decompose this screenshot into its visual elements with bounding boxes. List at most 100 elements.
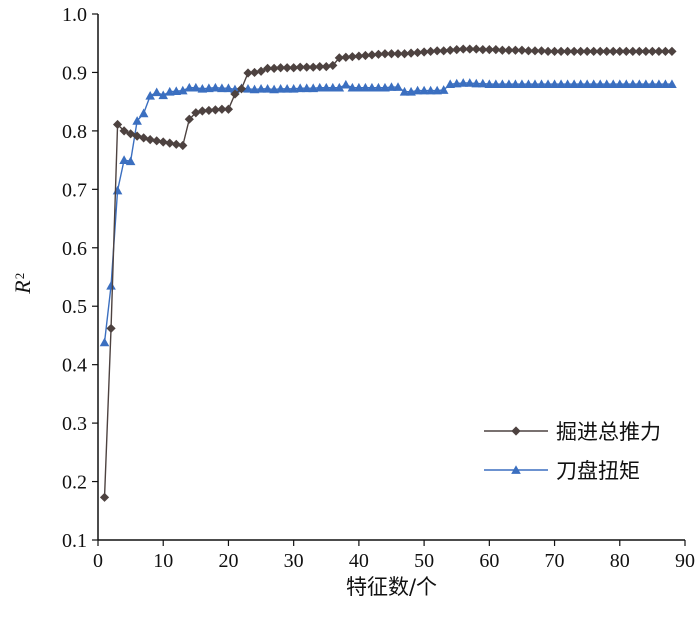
data-point xyxy=(367,50,377,60)
data-point xyxy=(451,78,462,88)
data-point xyxy=(601,79,612,88)
data-point xyxy=(191,108,201,118)
data-point xyxy=(178,140,188,151)
data-point xyxy=(106,323,116,334)
data-point xyxy=(393,49,403,59)
data-point xyxy=(536,79,547,88)
data-point xyxy=(386,82,397,91)
data-point xyxy=(341,79,351,89)
y-tick-label: 0.4 xyxy=(62,355,87,377)
data-point xyxy=(439,46,449,56)
data-point xyxy=(608,79,619,88)
data-point xyxy=(523,79,534,88)
x-tick-label: 20 xyxy=(218,550,238,572)
data-point xyxy=(634,46,644,57)
data-point xyxy=(347,82,358,92)
data-point xyxy=(654,79,664,88)
data-point xyxy=(256,66,266,76)
data-point xyxy=(243,84,253,93)
data-point xyxy=(504,79,514,88)
data-point xyxy=(530,46,540,56)
data-point xyxy=(171,139,181,149)
data-point xyxy=(589,46,599,57)
data-point xyxy=(419,47,429,57)
data-point xyxy=(543,79,553,88)
data-point xyxy=(641,46,651,57)
data-point xyxy=(634,79,645,88)
data-point xyxy=(575,79,586,88)
data-point xyxy=(334,53,344,63)
x-tick-label: 60 xyxy=(479,550,499,572)
data-point xyxy=(386,49,397,59)
data-point xyxy=(647,79,658,88)
data-point xyxy=(217,104,227,114)
data-point xyxy=(302,62,312,72)
data-point xyxy=(236,84,247,94)
data-point xyxy=(373,82,384,92)
data-point xyxy=(406,48,416,58)
data-point xyxy=(360,50,371,61)
data-point xyxy=(641,79,651,88)
data-point xyxy=(425,85,436,95)
data-point xyxy=(412,85,423,95)
data-point xyxy=(112,185,123,195)
data-point xyxy=(667,79,677,88)
data-point xyxy=(504,45,514,55)
data-point xyxy=(484,45,494,55)
y-tick-label: 0.1 xyxy=(62,530,87,552)
data-point xyxy=(347,52,357,62)
y-tick-label: 0.3 xyxy=(62,413,87,435)
data-point xyxy=(432,85,442,95)
data-point xyxy=(223,83,234,93)
data-point xyxy=(210,105,220,115)
data-point xyxy=(647,46,657,57)
data-point xyxy=(582,79,592,88)
x-axis-title: 特征数/个 xyxy=(346,575,437,599)
data-point xyxy=(621,46,631,57)
data-point xyxy=(341,52,351,62)
x-tick-label: 90 xyxy=(675,550,695,572)
data-point xyxy=(328,60,338,71)
x-tick-label: 30 xyxy=(284,550,304,572)
data-point xyxy=(204,83,214,93)
data-point xyxy=(191,82,201,92)
data-point xyxy=(223,104,234,114)
x-tick-label: 10 xyxy=(153,550,173,572)
axes xyxy=(97,14,685,541)
data-point xyxy=(295,62,305,72)
data-point xyxy=(217,83,227,93)
data-point xyxy=(99,492,110,502)
data-point xyxy=(621,79,632,88)
data-point xyxy=(282,63,292,73)
data-point xyxy=(556,79,566,88)
data-point xyxy=(491,79,501,88)
data-point xyxy=(373,49,384,59)
data-point xyxy=(210,82,221,92)
data-point xyxy=(354,51,364,61)
data-point xyxy=(497,79,508,88)
data-point xyxy=(230,89,240,99)
data-point xyxy=(517,45,527,55)
data-point xyxy=(471,44,481,54)
data-point xyxy=(119,126,129,136)
data-point xyxy=(171,86,182,95)
data-point xyxy=(563,46,573,57)
data-point xyxy=(328,82,338,92)
data-point xyxy=(549,46,560,57)
data-point xyxy=(288,84,299,93)
data-point xyxy=(464,78,475,87)
data-point xyxy=(393,82,403,91)
data-point xyxy=(660,46,671,57)
data-point xyxy=(164,86,175,96)
data-point xyxy=(125,156,136,166)
data-point xyxy=(138,108,149,118)
data-point xyxy=(471,78,482,88)
legend-entry: 刀盘扭矩 xyxy=(484,459,640,483)
series-layer xyxy=(99,44,677,502)
data-point xyxy=(543,46,553,57)
y-tick-label: 0.8 xyxy=(62,121,87,143)
data-point xyxy=(177,85,188,95)
data-point xyxy=(569,46,579,57)
